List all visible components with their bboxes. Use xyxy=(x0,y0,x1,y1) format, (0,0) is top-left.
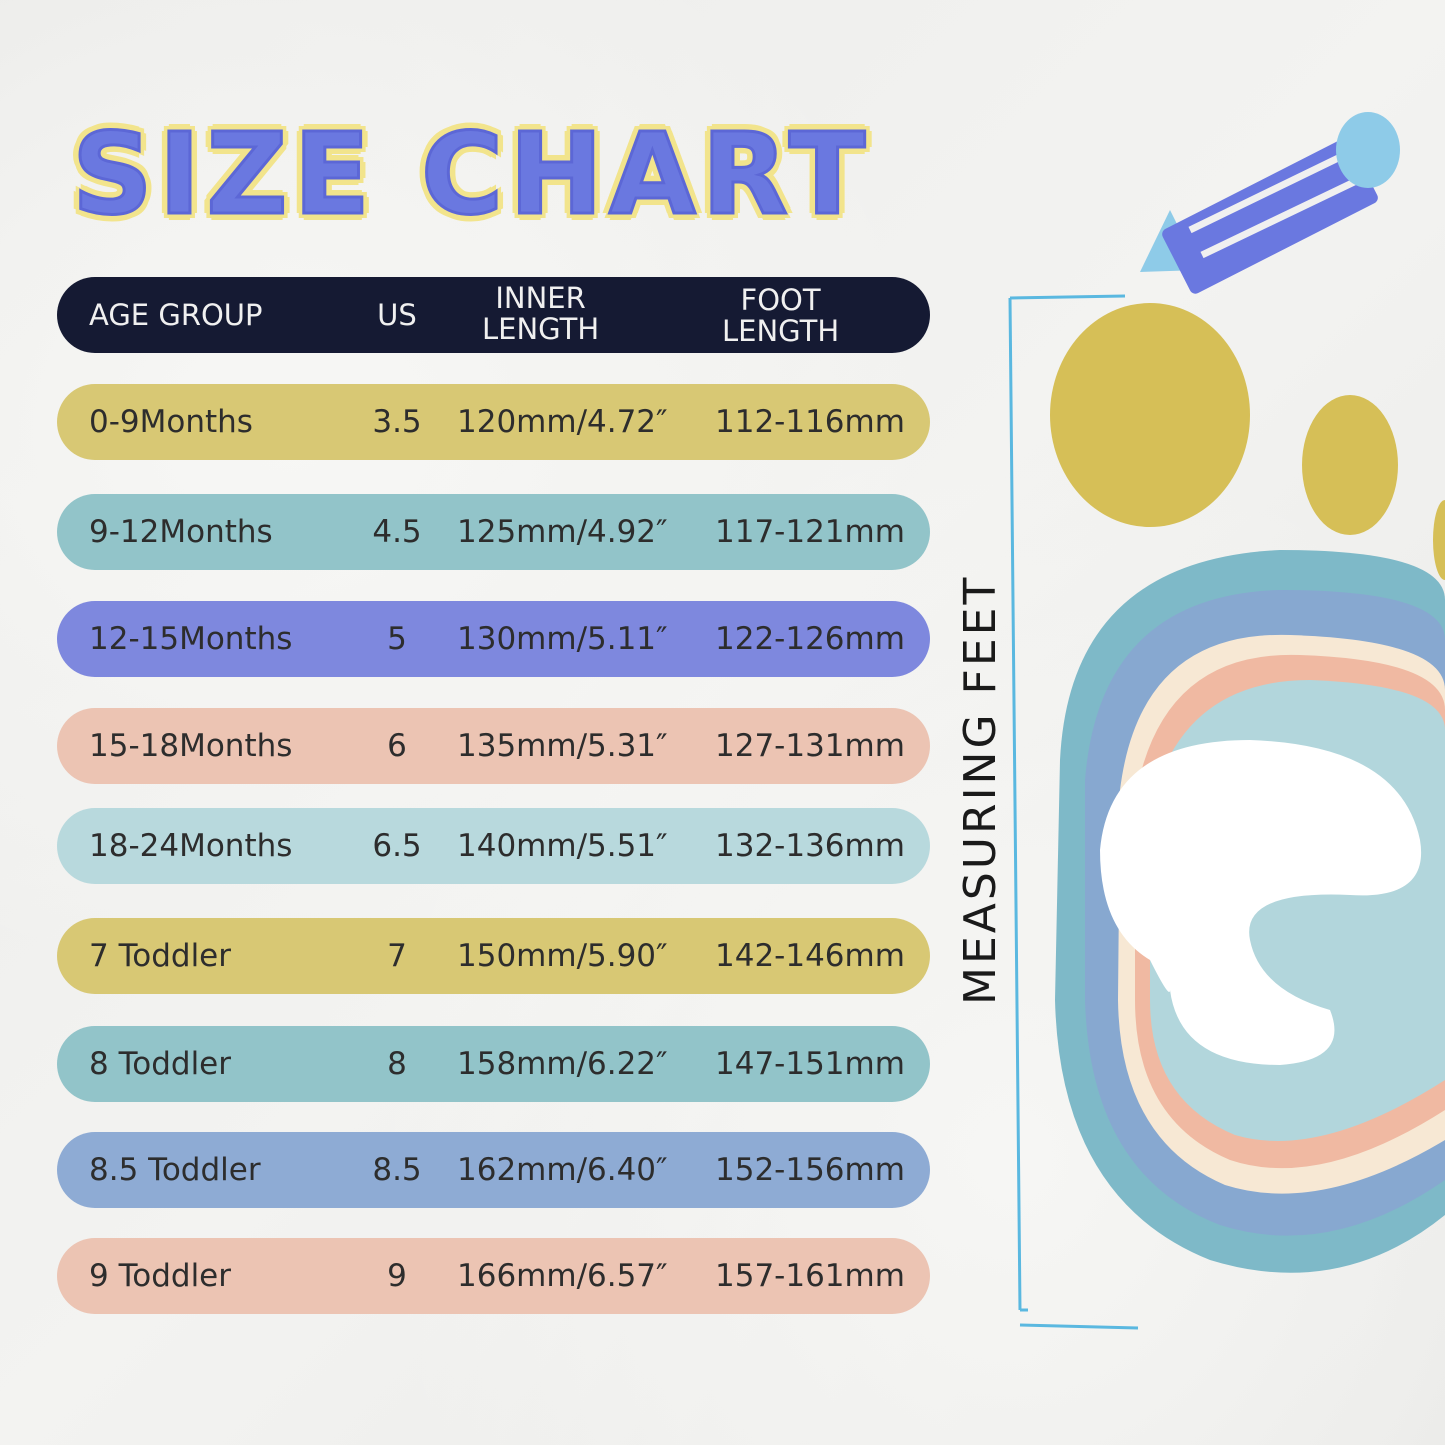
age-cell: 18-24Months xyxy=(89,828,293,864)
us-size-cell: 6.5 xyxy=(372,828,422,864)
pencil-icon xyxy=(1140,112,1400,294)
us-size-cell: 9 xyxy=(387,1258,407,1294)
ruler-bracket xyxy=(1008,294,1139,1330)
us-size-cell: 8 xyxy=(387,1046,407,1082)
foot-length-cell: 117-121mm xyxy=(715,514,905,550)
age-cell: 15-18Months xyxy=(89,728,293,764)
age-cell: 12-15Months xyxy=(89,621,293,657)
us-size-cell: 4.5 xyxy=(372,514,422,550)
us-size-cell: 5 xyxy=(387,621,407,657)
header-inner-length: INNER LENGTH xyxy=(482,283,599,345)
measuring-feet-label: MEASURING FEET xyxy=(955,574,1006,1005)
age-cell: 8.5 Toddler xyxy=(89,1152,261,1188)
header-foot-length: FOOT LENGTH xyxy=(722,285,839,347)
foot-sole-shape xyxy=(1055,550,1445,1273)
table-row: 9 Toddler 9 166mm/6.57″ 157-161mm xyxy=(57,1238,930,1314)
header-inner-line2: LENGTH xyxy=(482,312,600,346)
header-age-group: AGE GROUP xyxy=(89,298,263,332)
inner-length-cell: 140mm/5.51″ xyxy=(457,828,668,864)
age-cell: 9 Toddler xyxy=(89,1258,231,1294)
table-row: 18-24Months 6.5 140mm/5.51″ 132-136mm xyxy=(57,808,930,884)
foot-length-cell: 152-156mm xyxy=(715,1152,905,1188)
table-row: 7 Toddler 7 150mm/5.90″ 142-146mm xyxy=(57,918,930,994)
foot-length-cell: 157-161mm xyxy=(715,1258,905,1294)
foot-length-cell: 112-116mm xyxy=(715,404,905,440)
us-size-cell: 8.5 xyxy=(372,1152,422,1188)
table-header: AGE GROUP US INNER LENGTH FOOT LENGTH xyxy=(57,277,930,353)
table-row: 8 Toddler 8 158mm/6.22″ 147-151mm xyxy=(57,1026,930,1102)
toe-shapes xyxy=(1050,303,1445,580)
inner-length-cell: 166mm/6.57″ xyxy=(457,1258,668,1294)
us-size-cell: 7 xyxy=(387,938,407,974)
age-cell: 0-9Months xyxy=(89,404,253,440)
page-title: SIZE CHART xyxy=(70,109,872,242)
inner-length-cell: 120mm/4.72″ xyxy=(457,404,668,440)
inner-length-cell: 125mm/4.92″ xyxy=(457,514,668,550)
table-row: 8.5 Toddler 8.5 162mm/6.40″ 152-156mm xyxy=(57,1132,930,1208)
age-cell: 8 Toddler xyxy=(89,1046,231,1082)
foot-length-cell: 122-126mm xyxy=(715,621,905,657)
inner-length-cell: 158mm/6.22″ xyxy=(457,1046,668,1082)
foot-length-cell: 142-146mm xyxy=(715,938,905,974)
foot-length-cell: 132-136mm xyxy=(715,828,905,864)
table-row: 15-18Months 6 135mm/5.31″ 127-131mm xyxy=(57,708,930,784)
table-row: 9-12Months 4.5 125mm/4.92″ 117-121mm xyxy=(57,494,930,570)
inner-length-cell: 130mm/5.11″ xyxy=(457,621,668,657)
header-foot-line2: LENGTH xyxy=(722,314,840,348)
inner-length-cell: 135mm/5.31″ xyxy=(457,728,668,764)
inner-length-cell: 150mm/5.90″ xyxy=(457,938,668,974)
foot-length-cell: 147-151mm xyxy=(715,1046,905,1082)
us-size-cell: 3.5 xyxy=(372,404,422,440)
foot-length-cell: 127-131mm xyxy=(715,728,905,764)
inner-length-cell: 162mm/6.40″ xyxy=(457,1152,668,1188)
header-inner-line1: INNER xyxy=(495,281,586,315)
table-row: 0-9Months 3.5 120mm/4.72″ 112-116mm xyxy=(57,384,930,460)
age-cell: 9-12Months xyxy=(89,514,273,550)
header-foot-line1: FOOT xyxy=(740,283,821,317)
header-us: US xyxy=(377,298,417,332)
us-size-cell: 6 xyxy=(387,728,407,764)
age-cell: 7 Toddler xyxy=(89,938,231,974)
table-row: 12-15Months 5 130mm/5.11″ 122-126mm xyxy=(57,601,930,677)
